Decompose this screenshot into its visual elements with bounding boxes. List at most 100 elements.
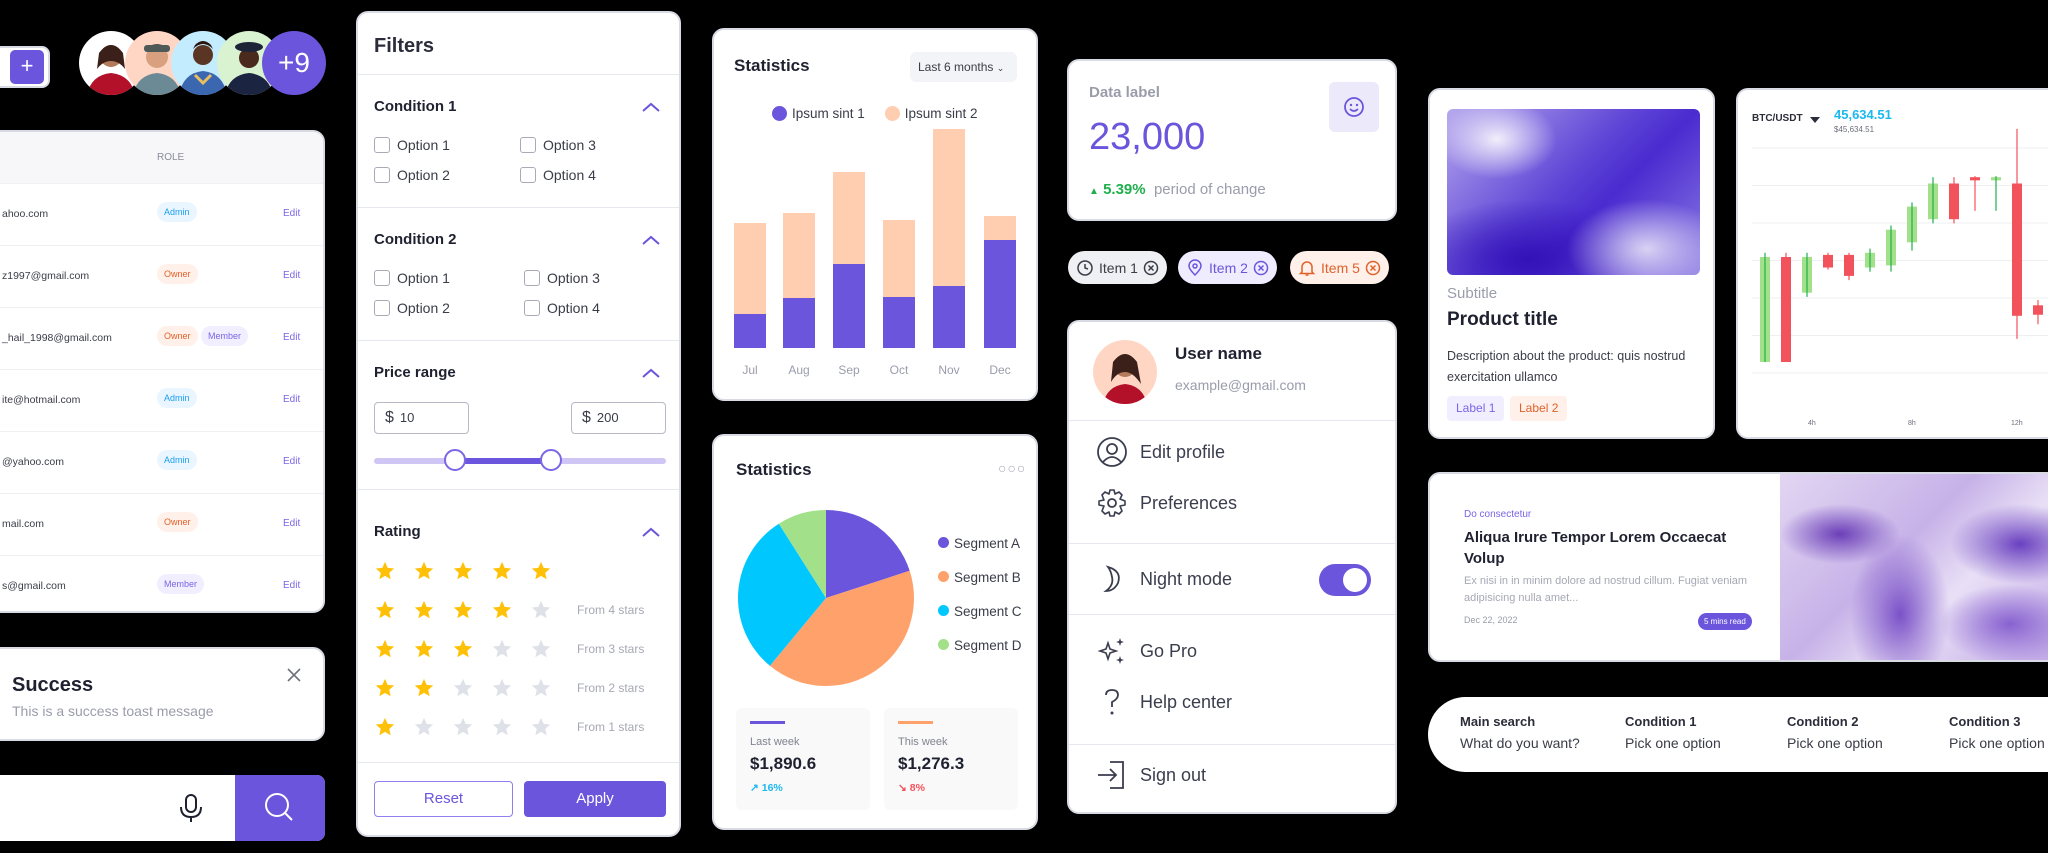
date-range-dropdown[interactable]: Last 6 months ⌄ (910, 52, 1017, 82)
price-min-input[interactable]: $10 (374, 402, 469, 434)
checkbox-condition1-option4[interactable]: Option 4 (520, 167, 596, 183)
filters-title: Filters (374, 35, 435, 57)
bar-segment[interactable] (783, 213, 815, 298)
search-field-condition-3[interactable]: Condition 3 Pick one option (1949, 714, 2045, 751)
bar-segment[interactable] (833, 263, 865, 348)
bar-segment[interactable] (833, 172, 865, 264)
chart-title: Statistics (734, 56, 810, 75)
voice-search-bar (0, 775, 325, 841)
star-icon (413, 599, 452, 621)
remove-icon[interactable] (1143, 260, 1159, 276)
x-axis-label: 8h (1908, 420, 1916, 427)
rating-option-5[interactable] (374, 560, 577, 582)
search-field-main[interactable]: Main search What do you want? (1460, 714, 1580, 751)
rating-option-2[interactable]: From 2 stars (374, 677, 644, 699)
bar-segment[interactable] (883, 296, 915, 348)
chevron-up-icon[interactable] (641, 367, 661, 379)
bar-segment[interactable] (783, 297, 815, 348)
pie-slice[interactable] (778, 510, 826, 598)
rating-option-3[interactable]: From 3 stars (374, 638, 644, 660)
rating-option-1[interactable]: From 1 stars (374, 716, 644, 738)
star-icon (374, 716, 413, 738)
pie-chart-card: Statistics ○○○ Segment A Segment B Segment… (712, 434, 1038, 830)
chip-item-5[interactable]: Item 5 (1290, 251, 1389, 284)
edit-link[interactable]: Edit (283, 456, 301, 467)
bar-segment[interactable] (984, 239, 1016, 348)
caret-down-icon[interactable] (1810, 117, 1820, 123)
edit-link[interactable]: Edit (283, 518, 301, 529)
checkbox-condition1-option3[interactable]: Option 3 (520, 137, 596, 153)
edit-link[interactable]: Edit (283, 208, 301, 219)
search-button[interactable] (235, 775, 325, 841)
price-slider-min-handle[interactable] (444, 449, 466, 471)
x-axis-label: 12h (2011, 420, 2023, 427)
apply-button[interactable]: Apply (524, 781, 666, 817)
bar-segment[interactable] (984, 215, 1016, 240)
checkbox-condition2-option3[interactable]: Option 3 (524, 270, 600, 286)
product-title: Product title (1447, 309, 1558, 330)
checkbox-condition2-option2[interactable]: Option 2 (374, 300, 450, 316)
remove-icon[interactable] (1365, 260, 1381, 276)
table-row: mail.com Owner Edit (0, 493, 323, 555)
article-card[interactable]: Do consectetur Aliqua Irure Tempor Lorem… (1428, 472, 2048, 662)
add-member-button[interactable]: + (10, 50, 44, 84)
user-email: s@gmail.com (2, 580, 66, 592)
menu-item-sign-out[interactable]: Sign out (1096, 759, 1206, 791)
chip-item-1[interactable]: Item 1 (1068, 251, 1167, 284)
candlestick-chart-card: BTC/USDT 45,634.51 $45,634.51 4h 8h 12h (1736, 88, 2048, 439)
more-options-icon[interactable]: ○○○ (998, 460, 1027, 476)
product-subtitle: Subtitle (1447, 285, 1498, 302)
bar-segment[interactable] (734, 222, 766, 314)
legend-item: Ipsum sint 1 (772, 106, 865, 121)
microphone-icon[interactable] (178, 793, 204, 823)
checkbox-condition2-option4[interactable]: Option 4 (524, 300, 600, 316)
pie-chart (738, 510, 914, 686)
night-mode-toggle[interactable] (1319, 564, 1371, 596)
remove-icon[interactable] (1253, 260, 1269, 276)
edit-link[interactable]: Edit (283, 394, 301, 405)
pie-slice[interactable] (769, 570, 914, 686)
edit-link[interactable]: Edit (283, 332, 301, 343)
chevron-up-icon[interactable] (641, 234, 661, 246)
bar-segment[interactable] (933, 286, 965, 348)
checkbox-condition2-option1[interactable]: Option 1 (374, 270, 450, 286)
menu-item-preferences[interactable]: Preferences (1096, 487, 1237, 519)
chevron-up-icon[interactable] (641, 526, 661, 538)
rating-option-4[interactable]: From 4 stars (374, 599, 644, 621)
pie-slice[interactable] (738, 523, 826, 666)
role-badge: Admin (157, 388, 197, 408)
star-icon (452, 560, 491, 582)
checkbox-condition1-option1[interactable]: Option 1 (374, 137, 450, 153)
search-field-condition-2[interactable]: Condition 2 Pick one option (1787, 714, 1883, 751)
more-avatars-count[interactable]: +9 (262, 31, 326, 95)
condition-1-heading: Condition 1 (374, 98, 457, 115)
search-field-condition-1[interactable]: Condition 1 Pick one option (1625, 714, 1721, 751)
history-icon (1077, 259, 1093, 276)
chart-title: Statistics (736, 460, 812, 479)
chevron-up-icon[interactable] (641, 101, 661, 113)
price-max-input[interactable]: $200 (571, 402, 666, 434)
user-avatar (1093, 340, 1157, 404)
chip-item-2[interactable]: Item 2 (1178, 251, 1277, 284)
table-header: ROLE (0, 132, 323, 183)
product-card[interactable]: Subtitle Product title Description about… (1428, 88, 1715, 439)
pie-slice[interactable] (826, 510, 910, 598)
condition-2-heading: Condition 2 (374, 231, 457, 248)
menu-item-edit-profile[interactable]: Edit profile (1096, 436, 1225, 468)
user-email: example@gmail.com (1175, 377, 1306, 393)
menu-item-help-center[interactable]: Help center (1096, 686, 1232, 718)
bar-segment[interactable] (734, 313, 766, 348)
edit-link[interactable]: Edit (283, 580, 301, 591)
price-slider-max-handle[interactable] (540, 449, 562, 471)
close-icon[interactable] (286, 667, 302, 683)
sign-out-icon (1098, 761, 1124, 789)
reset-button[interactable]: Reset (374, 781, 513, 817)
menu-item-go-pro[interactable]: Go Pro (1096, 635, 1197, 667)
bar-segment[interactable] (883, 220, 915, 297)
article-category: Do consectetur (1464, 509, 1532, 520)
rating-heading: Rating (374, 523, 421, 540)
checkbox-condition1-option2[interactable]: Option 2 (374, 167, 450, 183)
edit-link[interactable]: Edit (283, 270, 301, 281)
role-badge: Owner (157, 264, 198, 284)
bar-segment[interactable] (933, 129, 965, 287)
